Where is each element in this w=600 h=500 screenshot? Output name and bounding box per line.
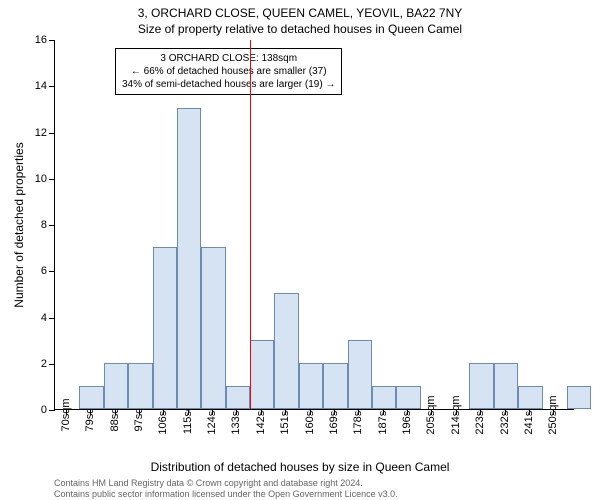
y-tick-label: 0 <box>41 404 47 416</box>
y-tick <box>49 271 55 272</box>
y-tick-label: 8 <box>41 219 47 231</box>
histogram-bar <box>79 386 103 409</box>
histogram-bar <box>396 386 420 409</box>
annotation-line2: ← 66% of detached houses are smaller (37… <box>122 65 335 78</box>
histogram-bar <box>177 108 201 409</box>
histogram-bar <box>226 386 250 409</box>
reference-line <box>250 40 251 409</box>
histogram-bar <box>567 386 591 409</box>
chart-title-line1: 3, ORCHARD CLOSE, QUEEN CAMEL, YEOVIL, B… <box>0 6 600 20</box>
y-tick-label: 12 <box>35 127 47 139</box>
chart-container: 3, ORCHARD CLOSE, QUEEN CAMEL, YEOVIL, B… <box>0 0 600 500</box>
chart-title-line2: Size of property relative to detached ho… <box>0 22 600 36</box>
x-axis-label: Distribution of detached houses by size … <box>0 460 600 474</box>
y-tick <box>49 133 55 134</box>
y-tick <box>49 364 55 365</box>
y-tick <box>49 40 55 41</box>
y-tick-label: 2 <box>41 358 47 370</box>
y-tick <box>49 410 55 411</box>
histogram-bar <box>348 340 372 409</box>
y-tick <box>49 86 55 87</box>
y-tick-label: 6 <box>41 265 47 277</box>
histogram-bar <box>323 363 347 409</box>
histogram-bar <box>299 363 323 409</box>
x-tick-label: 250sqm <box>547 395 559 434</box>
histogram-bar <box>372 386 396 409</box>
histogram-bar <box>469 363 493 409</box>
histogram-bar <box>128 363 152 409</box>
x-tick-label: 205sqm <box>425 395 437 434</box>
histogram-bar <box>494 363 518 409</box>
y-axis-label: Number of detached properties <box>12 142 26 307</box>
plot-area: 3 ORCHARD CLOSE: 138sqm ← 66% of detache… <box>54 40 574 410</box>
histogram-bar <box>250 340 274 409</box>
histogram-bar <box>104 363 128 409</box>
histogram-bar <box>274 293 298 409</box>
annotation-line1: 3 ORCHARD CLOSE: 138sqm <box>122 52 335 65</box>
histogram-bar <box>201 247 225 409</box>
footer-line1: Contains HM Land Registry data © Crown c… <box>54 478 363 488</box>
histogram-bar <box>153 247 177 409</box>
y-tick <box>49 179 55 180</box>
x-tick-label: 70sqm <box>60 398 72 431</box>
footer-line2: Contains public sector information licen… <box>54 489 398 499</box>
y-tick-label: 4 <box>41 312 47 324</box>
y-tick <box>49 318 55 319</box>
y-tick <box>49 225 55 226</box>
annotation-box: 3 ORCHARD CLOSE: 138sqm ← 66% of detache… <box>115 48 342 95</box>
annotation-line3: 34% of semi-detached houses are larger (… <box>122 78 335 91</box>
y-tick-label: 16 <box>35 34 47 46</box>
histogram-bar <box>518 386 542 409</box>
y-tick-label: 10 <box>35 173 47 185</box>
y-tick-label: 14 <box>35 80 47 92</box>
x-tick-label: 214sqm <box>450 395 462 434</box>
